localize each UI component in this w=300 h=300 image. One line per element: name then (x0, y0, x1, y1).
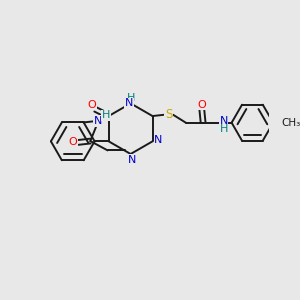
Text: O: O (197, 100, 206, 110)
Text: N: N (125, 98, 134, 108)
Text: N: N (128, 155, 136, 165)
Text: H: H (220, 124, 228, 134)
Text: H: H (102, 110, 110, 120)
Text: CH₃: CH₃ (282, 118, 300, 128)
Text: S: S (165, 108, 172, 121)
Text: O: O (69, 137, 77, 147)
Text: H: H (126, 92, 135, 103)
Text: O: O (88, 100, 97, 110)
Text: N: N (94, 116, 103, 126)
Text: N: N (220, 116, 228, 126)
Text: N: N (154, 135, 163, 145)
